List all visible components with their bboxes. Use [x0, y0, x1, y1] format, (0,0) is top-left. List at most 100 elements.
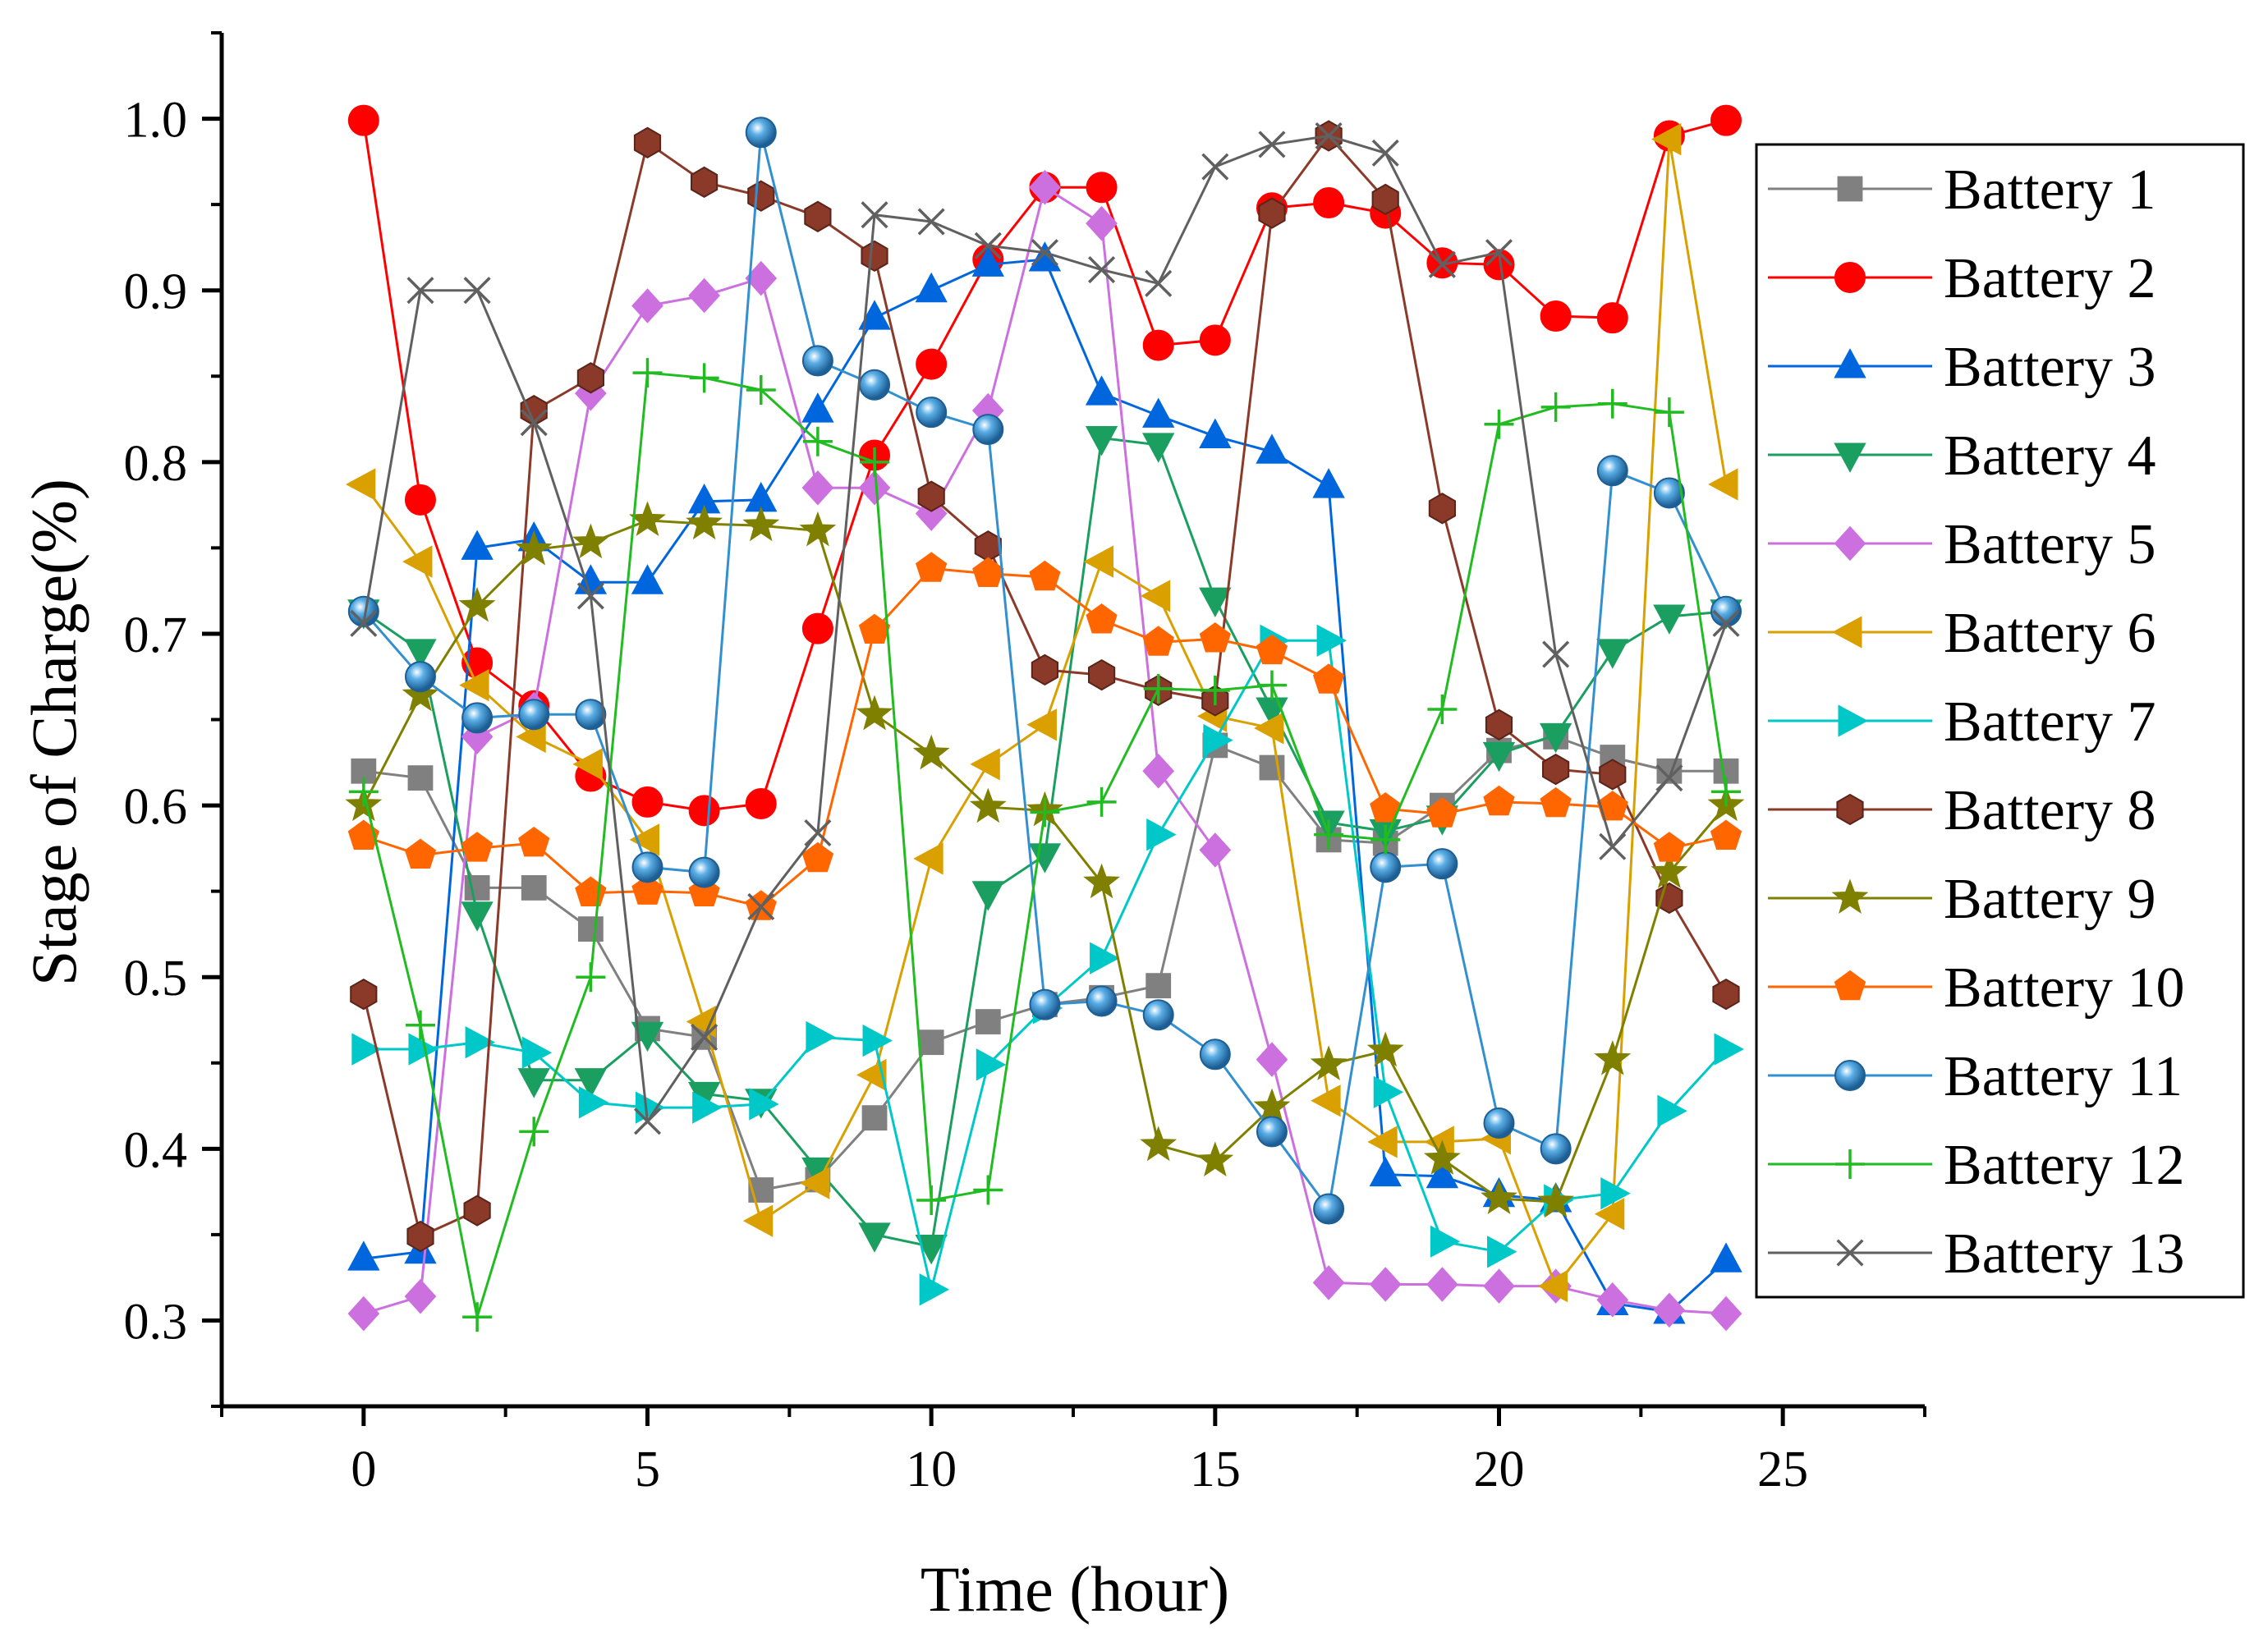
data-point [1090, 942, 1120, 974]
data-point [1369, 1156, 1402, 1187]
data-point [574, 564, 608, 594]
data-point [689, 363, 719, 393]
data-point [1654, 397, 1684, 428]
data-point [858, 470, 891, 506]
legend-label: Battery 4 [1944, 424, 2156, 488]
data-point [799, 511, 837, 547]
data-point [1540, 786, 1572, 818]
data-point [686, 504, 723, 540]
data-point [1088, 658, 1116, 691]
data-point [350, 978, 378, 1011]
data-point [1145, 973, 1172, 999]
data-point [520, 409, 548, 437]
legend-item: Battery 2 [1768, 247, 2156, 310]
data-point [918, 1029, 944, 1056]
legend-item: Battery 12 [1768, 1134, 2185, 1197]
legend-marker [1837, 176, 1863, 202]
data-point [745, 117, 777, 149]
data-point [1199, 587, 1232, 618]
data-point [860, 447, 890, 477]
data-point [347, 819, 379, 850]
data-point [974, 232, 1002, 259]
legend-label: Battery 10 [1944, 956, 2185, 1020]
data-point [1542, 640, 1570, 668]
data-point [461, 530, 494, 560]
series-line [362, 119, 1727, 812]
y-axis-title: Stage of Charge(%) [18, 479, 90, 986]
data-point [463, 277, 491, 305]
y-tick-label: 0.7 [124, 608, 188, 663]
data-point [521, 1036, 553, 1069]
data-point [1650, 122, 1682, 156]
data-point [404, 661, 436, 693]
data-point [1083, 545, 1114, 578]
data-point [1311, 1084, 1341, 1117]
data-point [1143, 673, 1173, 704]
data-point [572, 523, 609, 559]
data-point [862, 1024, 893, 1057]
data-point [1600, 1177, 1631, 1210]
data-point [1085, 375, 1118, 406]
data-point [916, 348, 948, 380]
data-point [1145, 269, 1173, 297]
data-point [407, 765, 434, 791]
data-point [917, 480, 945, 512]
data-point [916, 397, 948, 429]
data-point [521, 875, 547, 901]
data-point [691, 166, 719, 199]
data-point [861, 1105, 888, 1131]
legend-marker [1834, 970, 1866, 1001]
data-point [1030, 797, 1060, 828]
data-point [575, 876, 607, 906]
data-point [1256, 670, 1287, 700]
data-point [688, 277, 720, 314]
data-point [1426, 797, 1458, 828]
data-point [1540, 1133, 1572, 1165]
data-point [459, 668, 489, 702]
legend-item: Battery 9 [1768, 868, 2156, 931]
data-point [802, 426, 833, 456]
legend-marker [1831, 878, 1869, 915]
data-point [1314, 819, 1344, 850]
data-point [1086, 985, 1118, 1017]
data-point [1254, 712, 1284, 745]
legend-marker [1834, 262, 1866, 293]
data-point [919, 1273, 950, 1306]
data-point [1710, 1295, 1742, 1332]
data-point [1596, 639, 1629, 669]
data-point [1142, 433, 1175, 463]
data-point [576, 362, 604, 394]
data-point [856, 1058, 887, 1092]
data-point [631, 874, 663, 905]
data-point [1199, 1039, 1231, 1071]
legend-marker [1835, 1149, 1865, 1179]
data-point [1203, 723, 1233, 757]
data-point [688, 856, 720, 888]
legend-label: Battery 1 [1944, 158, 2156, 222]
data-point [1596, 455, 1628, 487]
data-point [1199, 832, 1232, 868]
data-point [406, 1220, 434, 1253]
legend-marker [1836, 793, 1864, 826]
data-point [345, 468, 376, 501]
y-tick-label: 0.6 [124, 779, 188, 835]
data-point [463, 1195, 491, 1227]
data-point [1367, 1126, 1398, 1158]
data-point [804, 200, 832, 232]
data-point [1196, 1141, 1234, 1177]
legend-label: Battery 6 [1944, 602, 2156, 665]
data-point [1256, 433, 1288, 464]
x-tick-label: 20 [1474, 1442, 1525, 1497]
data-point [631, 1021, 664, 1052]
data-point [1199, 324, 1231, 356]
data-point [1370, 792, 1402, 823]
series-line [363, 639, 1728, 1291]
legend-marker [1834, 525, 1866, 562]
data-point [461, 901, 494, 932]
legend-marker [1836, 1239, 1864, 1267]
series-line [362, 436, 1727, 1249]
data-point [1142, 753, 1175, 789]
data-point [629, 823, 659, 856]
data-point [692, 1091, 723, 1124]
